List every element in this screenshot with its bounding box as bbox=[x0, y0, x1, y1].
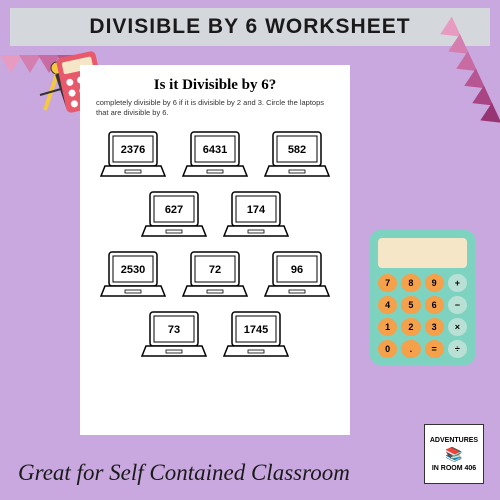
svg-text:96: 96 bbox=[291, 264, 303, 276]
footer-text: Great for Self Contained Classroom bbox=[18, 460, 350, 486]
calc-key: − bbox=[448, 296, 467, 314]
svg-text:1745: 1745 bbox=[244, 324, 268, 336]
svg-text:174: 174 bbox=[247, 204, 266, 216]
books-icon: 📚 bbox=[445, 446, 462, 463]
svg-text:72: 72 bbox=[209, 264, 221, 276]
laptop-item: 582 bbox=[263, 128, 331, 180]
laptop-item: 2376 bbox=[99, 128, 167, 180]
laptop-item: 6431 bbox=[181, 128, 249, 180]
laptop-item: 1745 bbox=[222, 308, 290, 360]
svg-text:2530: 2530 bbox=[121, 264, 145, 276]
calc-key: 0 bbox=[378, 340, 397, 358]
worksheet-instruction: completely divisible by 6 if it is divis… bbox=[92, 98, 338, 118]
calc-key: 8 bbox=[401, 274, 420, 292]
calculator-screen bbox=[378, 238, 467, 268]
calc-key: × bbox=[448, 318, 467, 336]
calculator-keys: 789+456− 123× 0. =÷ bbox=[378, 274, 467, 358]
calc-key: 6 bbox=[425, 296, 444, 314]
calc-key: . bbox=[401, 340, 420, 358]
svg-text:2376: 2376 bbox=[121, 144, 145, 156]
laptop-item: 174 bbox=[222, 188, 290, 240]
laptop-item: 73 bbox=[140, 308, 208, 360]
laptop-item: 96 bbox=[263, 248, 331, 300]
svg-text:6431: 6431 bbox=[203, 144, 227, 156]
calc-key: ÷ bbox=[448, 340, 467, 358]
svg-text:582: 582 bbox=[288, 144, 306, 156]
calc-key: + bbox=[448, 274, 467, 292]
calc-key: 2 bbox=[401, 318, 420, 336]
laptop-item: 627 bbox=[140, 188, 208, 240]
svg-text:627: 627 bbox=[165, 204, 183, 216]
logo-line1: ADVENTURES bbox=[430, 437, 478, 444]
teal-calculator-icon: 789+456− 123× 0. =÷ bbox=[370, 230, 475, 365]
worksheet-page: Is it Divisible by 6? completely divisib… bbox=[80, 65, 350, 435]
svg-text:73: 73 bbox=[168, 324, 180, 336]
calc-key: 4 bbox=[378, 296, 397, 314]
calc-key: 7 bbox=[378, 274, 397, 292]
title-bar: DIVISIBLE BY 6 WORKSHEET bbox=[10, 8, 490, 46]
page-title: DIVISIBLE BY 6 WORKSHEET bbox=[89, 15, 410, 39]
worksheet-heading: Is it Divisible by 6? bbox=[92, 77, 338, 94]
calc-key: 5 bbox=[401, 296, 420, 314]
logo-line2: IN ROOM 406 bbox=[432, 465, 476, 472]
calc-key: 9 bbox=[425, 274, 444, 292]
laptop-item: 2530 bbox=[99, 248, 167, 300]
logo-badge: ADVENTURES 📚 IN ROOM 406 bbox=[424, 424, 484, 484]
laptop-item: 72 bbox=[181, 248, 249, 300]
calc-key: = bbox=[425, 340, 444, 358]
calc-key: 1 bbox=[378, 318, 397, 336]
calc-key: 3 bbox=[425, 318, 444, 336]
laptop-grid: 2376 6431 582 627 174 2530 72 96 73 1745 bbox=[92, 128, 338, 360]
